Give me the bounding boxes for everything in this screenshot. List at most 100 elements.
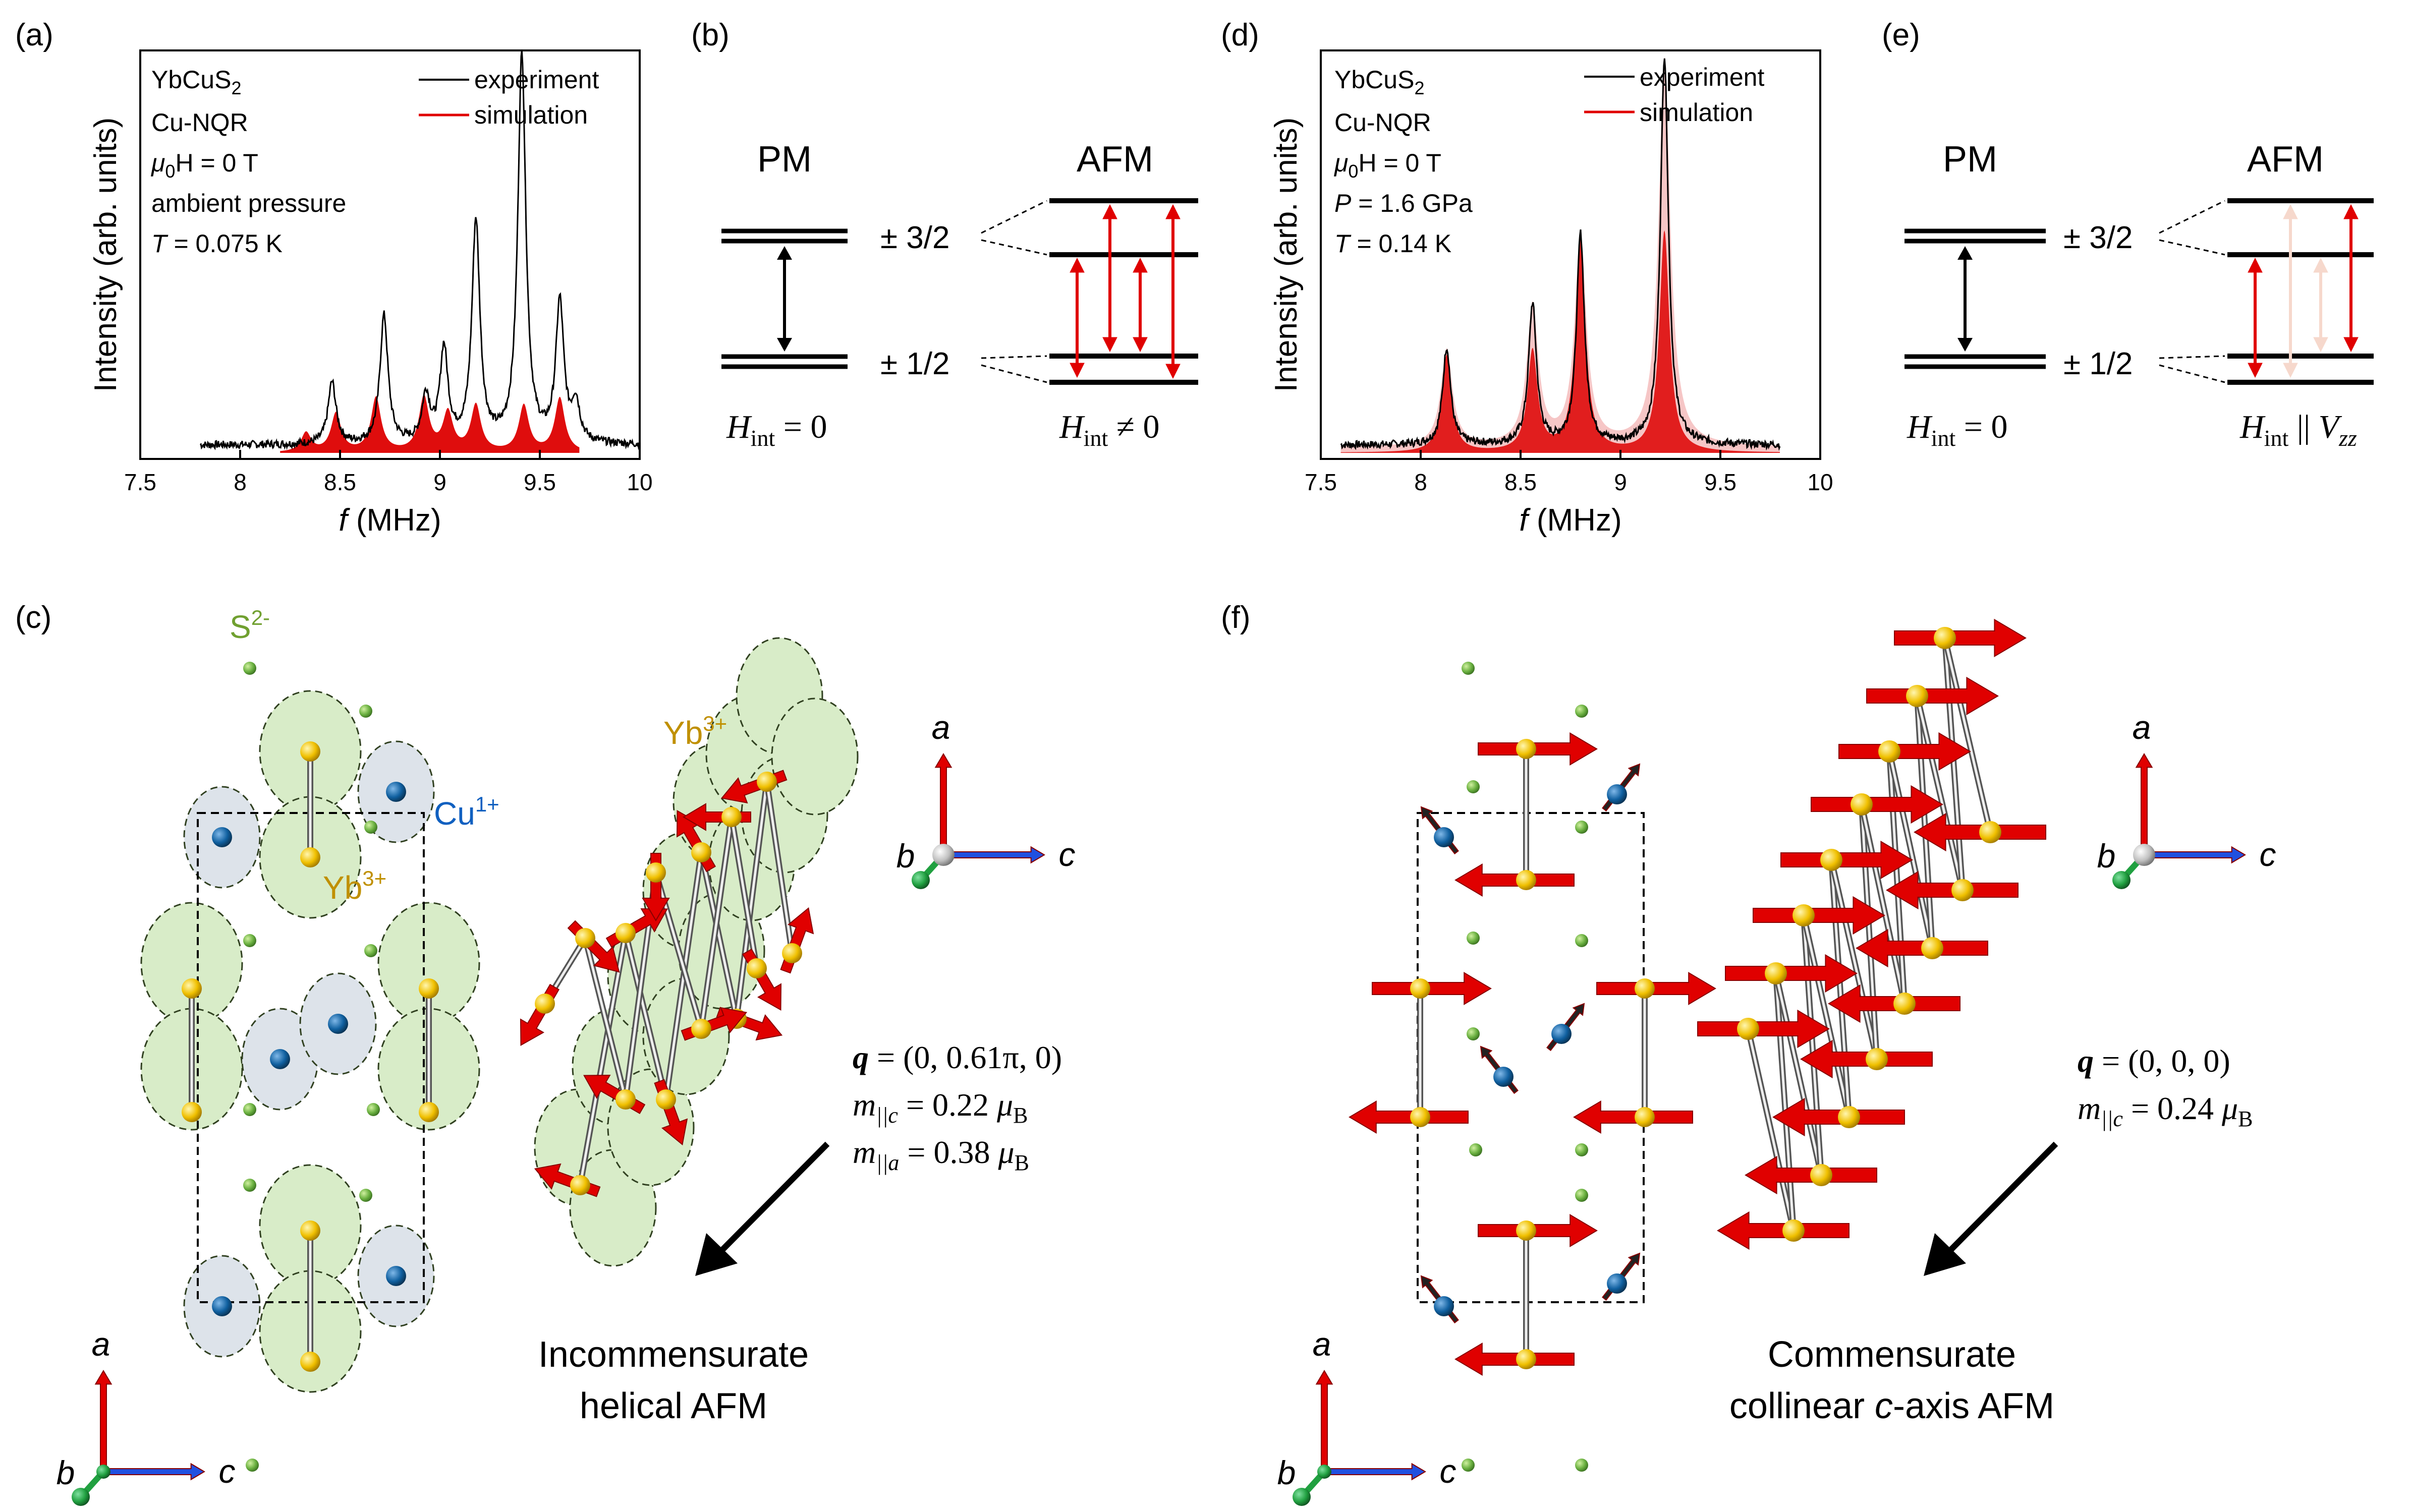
structure-f-stack-bond-inner [1888, 751, 1934, 949]
structure-f-s-atom [1575, 934, 1588, 947]
structure-f-bottom-axis-c-label: c [1440, 1452, 1456, 1490]
structure-c-title1: Incommensurate [538, 1334, 809, 1375]
structure-f-right-axis-b-head [2112, 871, 2131, 889]
level-e-upper-label: ± 3/2 [2063, 220, 2133, 255]
structure-c-yb-atom [419, 1102, 439, 1122]
structure-c-right-axis-origin [932, 844, 955, 866]
level-b-afm-arrow-2 [1102, 204, 1117, 353]
structure-c-yb-atom [300, 741, 320, 762]
level-b-afm-arrow-3 [1133, 257, 1148, 353]
structure-c-yb-label-main: Yb [323, 869, 362, 906]
chart-d-ticks: 7.5 8 8.5 9 9.5 10 [1305, 450, 1833, 495]
chart-a: 7.5 8 8.5 9 9.5 10 Intensity (arb. units) f (… [88, 49, 653, 538]
chart-a-ann-field: μ0H = 0 T [150, 149, 258, 182]
structure-f-stack-yb-atom [1893, 993, 1916, 1015]
level-e-hint-left-rest: = 0 [1955, 409, 2007, 445]
structure-c-helix-yb-atom [691, 842, 711, 862]
chart-d-ann-method: Cu-NQR [1334, 108, 1431, 137]
structure-c: S2- Cu1+ Yb3+ Yb3+ q = (0, 0.61π, 0) m||… [140, 606, 1062, 1472]
structure-f-stack-yb-atom [1878, 740, 1900, 763]
chart-d-ann-p-var: P [1334, 189, 1352, 217]
structure-f-title2-pre: collinear [1729, 1386, 1875, 1426]
level-e-hint-left: Hint = 0 [1907, 409, 2007, 451]
chart-a-ann-field-val: H = 0 T [175, 149, 258, 177]
chart-a-ann-temp-val: = 0.075 K [167, 229, 283, 258]
level-b-hint-right-var: H [1059, 409, 1085, 445]
structure-f-stack-bond-inner [1916, 695, 1934, 949]
chart-d-exp-line [1340, 58, 1781, 451]
structure-c-bottom-axis-a-arrow [94, 1370, 113, 1472]
structure-c-helix-yb-atom [656, 1089, 676, 1110]
level-b-upper-sign: ± [880, 220, 898, 255]
structure-c-helix-yb-atom [615, 923, 636, 943]
structure-f-stack-bond-inner [1830, 859, 1878, 1060]
structure-f-title2: collinear c-axis AFM [1729, 1386, 2054, 1426]
structure-f-m1-unit-sub: B [2238, 1107, 2253, 1131]
structure-f-bottom-axis-c-arrow [1324, 1463, 1426, 1481]
level-diagram-e: PM AFM ± 3/2 ± 1/2 [1904, 139, 2374, 451]
structure-c-s-atom [243, 662, 256, 675]
panel-label-e: (e) [1882, 18, 1920, 52]
chart-a-ann-mu-sub: 0 [165, 161, 175, 182]
chart-a-legend-exp: experiment [474, 66, 599, 94]
level-e-afm-arrow-1 [2248, 257, 2263, 378]
structure-f-stack [1697, 618, 2046, 1250]
structure-f-stack-yb-atom [1820, 849, 1842, 871]
structure-c-yb2-label-main: Yb [663, 715, 703, 751]
chart-d: 7.5 8 8.5 9 9.5 10 Intensity (arb. units) f (… [1269, 49, 1833, 538]
structure-c-s-atom [359, 1189, 372, 1202]
structure-c-cu-atom [270, 1049, 290, 1069]
panel-label-b: (b) [691, 18, 730, 52]
chart-d-ann-temp-var: T [1334, 229, 1352, 258]
structure-f-pointer-arrow [1924, 1141, 2058, 1276]
level-e-afm-arrow-2 [2343, 204, 2359, 353]
structure-f-stack-arrow [1780, 840, 1913, 880]
structure-c-yb-atom [182, 1102, 202, 1122]
chart-d-xtick-label: 10 [1807, 469, 1833, 495]
chart-d-ann-compound: YbCuS2 [1334, 66, 1424, 98]
chart-d-ann-temp-val: = 0.14 K [1350, 229, 1452, 258]
chart-a-xtick-label: 8 [234, 469, 247, 495]
level-e-hint-right-var2: V [2319, 409, 2342, 445]
level-b-upper-val: 3/2 [906, 220, 949, 255]
structure-c-yb-atom [300, 1220, 320, 1241]
structure-c-bottom-axis-c-label: c [219, 1452, 236, 1490]
chart-a-xunit: (MHz) [356, 503, 441, 538]
structure-c-s-label-sup: 2- [251, 606, 270, 629]
chart-a-sim-fill [280, 394, 580, 453]
structure-f-stack-yb-atom [1921, 937, 1943, 959]
level-b-connectors [981, 200, 1047, 383]
structure-f-q: q = (0, 0, 0) [2078, 1043, 2230, 1079]
structure-c-helix-bond-inner [584, 938, 627, 1100]
level-e-hint-right-var: H [2239, 409, 2266, 445]
chart-d-xvar: f [1519, 503, 1531, 538]
chart-a-ann-mu: μ [150, 149, 165, 177]
structure-f-stack-yb-atom [1765, 962, 1787, 984]
structure-f-lattice [1349, 662, 1716, 1472]
structure-c-m2-sub: ||a [876, 1150, 899, 1175]
structure-c-yb-atom [300, 847, 320, 867]
structure-f-stack-yb-atom [1737, 1018, 1759, 1040]
structure-f-stack-yb-atom [1906, 685, 1928, 707]
level-e-lower-sign: ± [2063, 346, 2081, 381]
structure-f-stack-yb-atom [1838, 1106, 1860, 1128]
structure-c-moment-arrow [520, 983, 560, 1046]
level-b-pm-upper [721, 228, 848, 244]
level-e-hint-right: Hint || Vzz [2239, 409, 2357, 451]
structure-c-m1-unit: μ [996, 1087, 1013, 1123]
chart-a-xtick-label: 10 [627, 469, 652, 495]
structure-c-helix-yb-atom [646, 862, 666, 883]
level-e-afm-levels [2227, 198, 2374, 385]
structure-c-s-label-main: S [230, 609, 251, 645]
structure-c-m2: m||a = 0.38 μB [853, 1134, 1029, 1175]
structure-c-m2-var: m [853, 1134, 876, 1170]
level-b-pm: PM [757, 139, 812, 180]
structure-f-m1-val: = 0.24 [2123, 1090, 2222, 1126]
structure-c-yb2-label-sup: 3+ [703, 712, 727, 735]
axis-triads: a b c a b c a b c a b c [57, 709, 2276, 1506]
structure-c-bottom-axis-origin [96, 1465, 110, 1479]
structure-f-right-axis-c-label: c [2260, 836, 2276, 873]
structure-c-helix-yb-atom [535, 994, 555, 1014]
chart-d-ann-compound-sub: 2 [1414, 78, 1424, 98]
structure-c-helix-yb-atom [691, 1019, 711, 1039]
